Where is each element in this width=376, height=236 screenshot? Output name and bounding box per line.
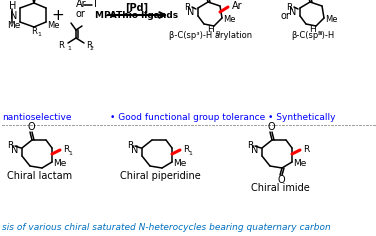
Text: R: R (63, 146, 69, 155)
Text: Me: Me (7, 21, 20, 30)
Text: R: R (184, 3, 190, 12)
Text: 1: 1 (67, 46, 71, 51)
Text: Chiral lactam: Chiral lactam (8, 171, 73, 181)
Text: 1: 1 (37, 32, 41, 37)
Text: N: N (289, 7, 296, 17)
Text: N: N (10, 11, 17, 21)
Text: N: N (11, 145, 18, 155)
Text: H: H (208, 25, 214, 34)
Text: O: O (277, 175, 285, 185)
Text: Chiral imide: Chiral imide (251, 183, 309, 193)
Text: [Pd]: [Pd] (126, 3, 149, 13)
Text: R: R (31, 26, 37, 35)
Text: β-C(sp³)-H: β-C(sp³)-H (291, 31, 335, 41)
Text: Me: Me (325, 16, 338, 25)
Text: or: or (280, 11, 290, 21)
Text: R: R (58, 41, 64, 50)
Text: Chiral piperidine: Chiral piperidine (120, 171, 200, 181)
Text: R: R (247, 142, 253, 151)
Text: n: n (317, 30, 321, 36)
Text: 1: 1 (68, 151, 72, 156)
Text: nantioselective: nantioselective (2, 113, 71, 122)
Text: H: H (9, 1, 17, 11)
Text: • Synthetically: • Synthetically (268, 113, 335, 122)
Text: I: I (94, 0, 97, 9)
Text: sis of various chiral saturated N-heterocycles bearing quaternary carbon: sis of various chiral saturated N-hetero… (2, 223, 331, 232)
Text: R: R (286, 3, 292, 12)
Text: 2: 2 (90, 46, 94, 51)
Text: R: R (7, 142, 13, 151)
Text: O: O (267, 122, 275, 132)
Text: R: R (127, 142, 133, 151)
Text: MPAThio ligands: MPAThio ligands (96, 10, 179, 20)
Text: 1: 1 (188, 151, 192, 156)
Text: N: N (251, 145, 258, 155)
Text: R: R (86, 41, 92, 50)
Text: n: n (215, 30, 220, 36)
Text: H: H (309, 25, 316, 34)
Text: O: O (27, 122, 35, 132)
Text: • Good functional group tolerance: • Good functional group tolerance (110, 113, 265, 122)
Text: or: or (76, 9, 86, 19)
Text: Me: Me (223, 16, 235, 25)
Text: Ar: Ar (76, 0, 86, 9)
Text: R: R (183, 146, 189, 155)
Text: Me: Me (293, 160, 306, 169)
Text: N: N (130, 145, 138, 155)
Text: Ar: Ar (232, 1, 243, 11)
Text: R: R (303, 146, 309, 155)
Text: Me: Me (53, 160, 67, 169)
Text: N: N (186, 7, 194, 17)
Text: +: + (52, 8, 64, 24)
Text: Me: Me (47, 21, 59, 30)
Text: β-C(sp³)-H arylation: β-C(sp³)-H arylation (170, 31, 253, 41)
Text: Me: Me (173, 160, 186, 169)
